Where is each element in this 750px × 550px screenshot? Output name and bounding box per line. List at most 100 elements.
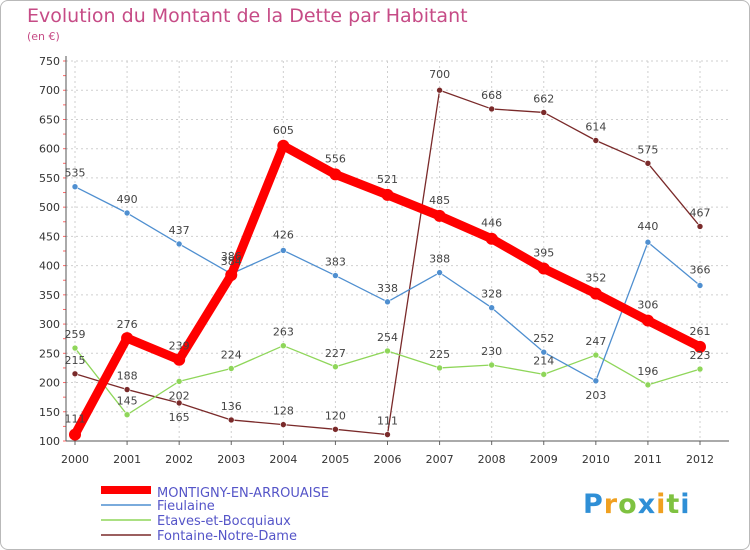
data-point — [329, 168, 342, 181]
data-label: 165 — [169, 411, 190, 424]
data-point — [225, 268, 238, 281]
y-tick-label: 700 — [39, 84, 60, 97]
data-point — [436, 86, 443, 94]
data-point — [71, 344, 79, 352]
data-point — [121, 332, 134, 345]
data-label: 239 — [169, 340, 190, 353]
data-point — [540, 109, 548, 116]
data-point — [589, 287, 602, 300]
y-tick-label: 200 — [39, 377, 60, 390]
y-tick-label: 250 — [39, 347, 60, 360]
data-label: 535 — [65, 167, 86, 180]
data-point — [123, 386, 131, 393]
data-label: 247 — [585, 335, 606, 348]
data-point — [540, 371, 548, 378]
data-point — [641, 314, 654, 327]
series-layer — [69, 86, 706, 441]
axes: 100 150 200 250 300 350 400 450 500 550 600 650 700 7… — [39, 55, 729, 466]
data-point — [69, 428, 81, 441]
data-label: 188 — [117, 370, 138, 383]
legend: MONTIGNY-EN-ARROUAISEFieulaineEtaves-et-… — [101, 486, 329, 544]
data-point — [332, 272, 339, 279]
data-label: 203 — [585, 389, 606, 402]
data-label: 605 — [273, 124, 294, 137]
data-point — [436, 269, 443, 276]
y-tick-label: 650 — [39, 113, 60, 126]
data-point — [644, 381, 652, 389]
data-point — [694, 340, 706, 353]
data-point — [227, 365, 235, 372]
chart-subtitle: (en €) — [27, 30, 60, 43]
data-label: 215 — [65, 354, 86, 367]
x-tick-label: 2001 — [113, 453, 141, 466]
data-label: 384 — [221, 255, 242, 268]
data-label: 485 — [429, 194, 450, 207]
data-label: 252 — [533, 332, 554, 345]
data-label: 383 — [325, 256, 346, 269]
data-point — [644, 160, 652, 167]
y-tick-label: 350 — [39, 289, 60, 302]
data-point — [332, 426, 339, 433]
data-point — [332, 363, 339, 371]
x-tick-label: 2008 — [478, 453, 506, 466]
x-tick-label: 2011 — [634, 453, 662, 466]
data-point — [592, 377, 600, 385]
data-label: 230 — [481, 345, 502, 358]
grid — [66, 60, 729, 442]
logo-letter: r — [603, 489, 619, 520]
x-tick-label: 2010 — [582, 453, 610, 466]
data-point — [488, 105, 495, 113]
data-point — [540, 348, 548, 356]
x-tick-label: 2006 — [374, 453, 402, 466]
y-tick-label: 300 — [39, 318, 60, 331]
proxiti-logo: Proxiti — [583, 489, 691, 520]
data-label: 366 — [690, 263, 711, 276]
data-point — [280, 421, 287, 428]
data-point — [123, 209, 131, 217]
data-label: 225 — [429, 348, 450, 361]
logo-letter: o — [618, 489, 638, 520]
legend-label: MONTIGNY-EN-ARROUAISE — [157, 486, 329, 501]
data-point — [381, 188, 394, 201]
data-label: 276 — [117, 318, 138, 331]
data-label: 467 — [690, 206, 711, 219]
data-label: 224 — [221, 349, 242, 362]
data-label: 145 — [117, 395, 138, 408]
data-label: 388 — [429, 253, 450, 266]
y-tick-label: 750 — [39, 55, 60, 68]
data-label: 614 — [585, 121, 606, 134]
data-label: 261 — [690, 325, 711, 338]
y-tick-label: 100 — [39, 435, 60, 448]
data-label: 352 — [585, 272, 606, 285]
data-point — [488, 361, 495, 369]
data-point — [71, 183, 79, 190]
x-tick-label: 2007 — [426, 453, 454, 466]
data-labels: 111 276 239 384 605 556 521 485 446 395 352 306 261 5… — [65, 68, 711, 427]
data-point — [175, 240, 183, 248]
data-point — [488, 304, 495, 312]
logo-letter: i — [656, 489, 667, 520]
logo-letter: t — [666, 489, 681, 520]
data-point — [433, 209, 446, 222]
y-tick-label: 150 — [39, 406, 60, 419]
data-label: 668 — [481, 89, 502, 102]
data-label: 490 — [117, 193, 138, 206]
data-point — [537, 262, 550, 275]
data-label: 440 — [637, 220, 658, 233]
data-label: 328 — [481, 288, 502, 301]
data-label: 120 — [325, 409, 346, 422]
x-tick-label: 2000 — [61, 453, 89, 466]
data-label: 259 — [65, 328, 86, 341]
data-point — [384, 347, 391, 355]
data-point — [592, 137, 600, 144]
data-label: 306 — [637, 299, 658, 312]
legend-label: Etaves-et-Bocquiaux — [157, 514, 291, 529]
y-tick-label: 450 — [39, 230, 60, 243]
data-label: 700 — [429, 68, 450, 81]
data-label: 111 — [65, 413, 86, 426]
data-label: 196 — [637, 365, 658, 378]
data-point — [384, 298, 391, 306]
data-label: 227 — [325, 347, 346, 360]
y-tick-label: 500 — [39, 201, 60, 214]
legend-label: Fontaine-Notre-Dame — [157, 529, 297, 544]
